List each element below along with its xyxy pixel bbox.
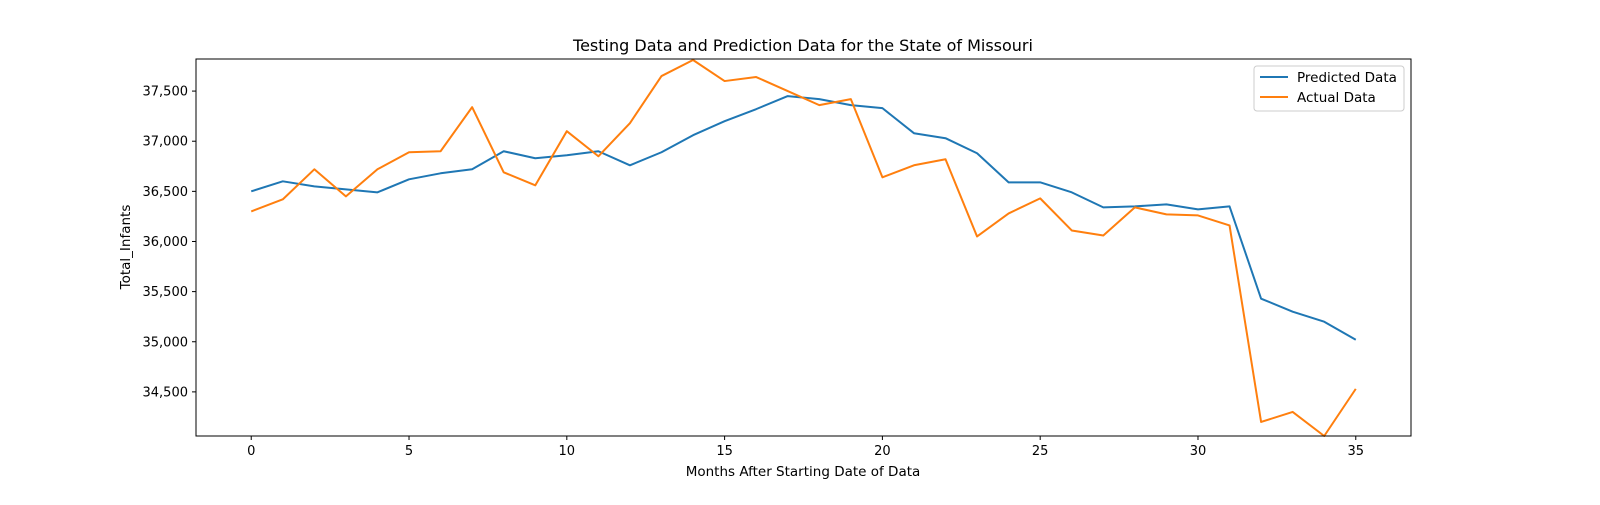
x-tick-label: 0 [247,444,255,459]
x-tick-label: 35 [1347,444,1364,459]
x-tick-label: 20 [874,444,891,459]
x-tick-label: 15 [716,444,733,459]
x-tick-label: 10 [559,444,576,459]
y-axis-title: Total_Infants [118,205,134,291]
x-axis-title: Months After Starting Date of Data [686,464,921,480]
y-tick-label: 37,500 [143,85,189,100]
x-axis: 0 5 10 15 20 25 30 35 [247,436,1364,459]
legend-label-actual: Actual Data [1297,90,1376,106]
chart-title: Testing Data and Prediction Data for the… [572,36,1033,55]
actual-data-line [250,59,1357,437]
y-tick-label: 37,000 [143,135,189,150]
y-tick-label: 35,500 [143,285,189,300]
legend: Predicted Data Actual Data [1253,65,1405,112]
y-tick-label: 36,000 [143,235,189,250]
plot-frame [195,58,1412,437]
x-tick-label: 25 [1032,444,1049,459]
legend-box [1253,65,1405,112]
legend-label-predicted: Predicted Data [1297,70,1397,86]
x-tick-label: 5 [405,444,413,459]
y-tick-label: 35,000 [143,335,189,350]
y-axis: 34,500 35,000 35,500 36,000 36,500 37,000 37,5… [143,85,196,400]
plot-area [250,59,1357,437]
predicted-data-line [250,95,1357,341]
y-tick-label: 36,500 [143,185,189,200]
y-tick-label: 34,500 [143,385,189,400]
x-tick-label: 30 [1190,444,1207,459]
